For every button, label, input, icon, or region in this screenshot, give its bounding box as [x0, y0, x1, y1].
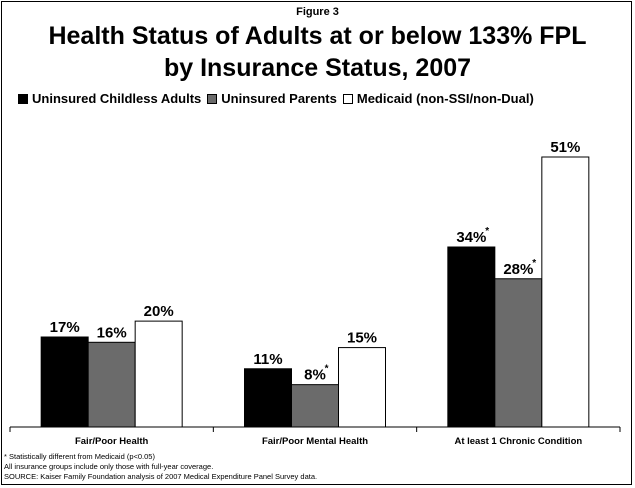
bar: [134, 320, 183, 428]
legend-swatch-medicaid: [342, 93, 353, 104]
data-label: 28%: [503, 261, 533, 278]
data-label: 16%: [97, 324, 127, 341]
bar: [447, 246, 496, 428]
significance-marker: *: [532, 258, 536, 269]
data-label: 11%: [253, 351, 282, 368]
legend-item-medicaid: Medicaid (non-SSI/non-Dual): [342, 91, 534, 106]
category-label: Fair/Poor Health: [75, 436, 149, 447]
legend-label-medicaid: Medicaid (non-SSI/non-Dual): [356, 91, 534, 106]
data-label: 20%: [144, 303, 174, 320]
legend-item-uninsured-childless-adults: Uninsured Childless Adults: [18, 91, 201, 106]
bar: [40, 336, 89, 428]
bar: [541, 156, 590, 428]
legend-label-uninsured-parents: Uninsured Parents: [221, 91, 337, 106]
bar: [494, 278, 543, 428]
legend-swatch-uninsured-parents: [207, 93, 218, 104]
data-label: 34%: [456, 229, 486, 246]
footnote-significance: * Statistically different from Medicaid …: [4, 452, 155, 461]
bar: [87, 341, 136, 428]
category-label: Fair/Poor Mental Health: [262, 436, 368, 447]
significance-marker: *: [485, 226, 489, 237]
figure-label: Figure 3: [296, 6, 339, 18]
footnote-coverage: All insurance groups include only those …: [4, 462, 214, 471]
bar: [244, 368, 292, 428]
bar: [338, 347, 386, 428]
legend-label-uninsured-childless-adults: Uninsured Childless Adults: [32, 91, 202, 106]
chart-legend: Uninsured Childless Adults Uninsured Par…: [18, 91, 618, 106]
data-label: 15%: [347, 330, 377, 347]
chart-title-line-1: Health Status of Adults at or below 133%…: [48, 22, 587, 50]
category-label: At least 1 Chronic Condition: [454, 436, 582, 447]
significance-marker: *: [325, 364, 329, 375]
data-label: 51%: [550, 139, 580, 156]
data-label: 17%: [50, 319, 80, 336]
bar: [291, 384, 339, 428]
legend-swatch-uninsured-childless-adults: [18, 93, 28, 104]
footnote-source: SOURCE: Kaiser Family Foundation analysi…: [4, 472, 318, 481]
chart-title-line-2: by Insurance Status, 2007: [163, 54, 472, 82]
bar-chart: 17% 16%20%Fair/Poor Health11%8%*15%Fair/P…: [9, 139, 621, 447]
legend-item-uninsured-parents: Uninsured Parents: [207, 91, 337, 106]
footnotes: * Statistically different from Medicaid …: [4, 452, 317, 482]
chart-title: Health Status of Adults at or below 133%…: [0, 20, 635, 84]
data-label: 8%: [304, 367, 326, 384]
